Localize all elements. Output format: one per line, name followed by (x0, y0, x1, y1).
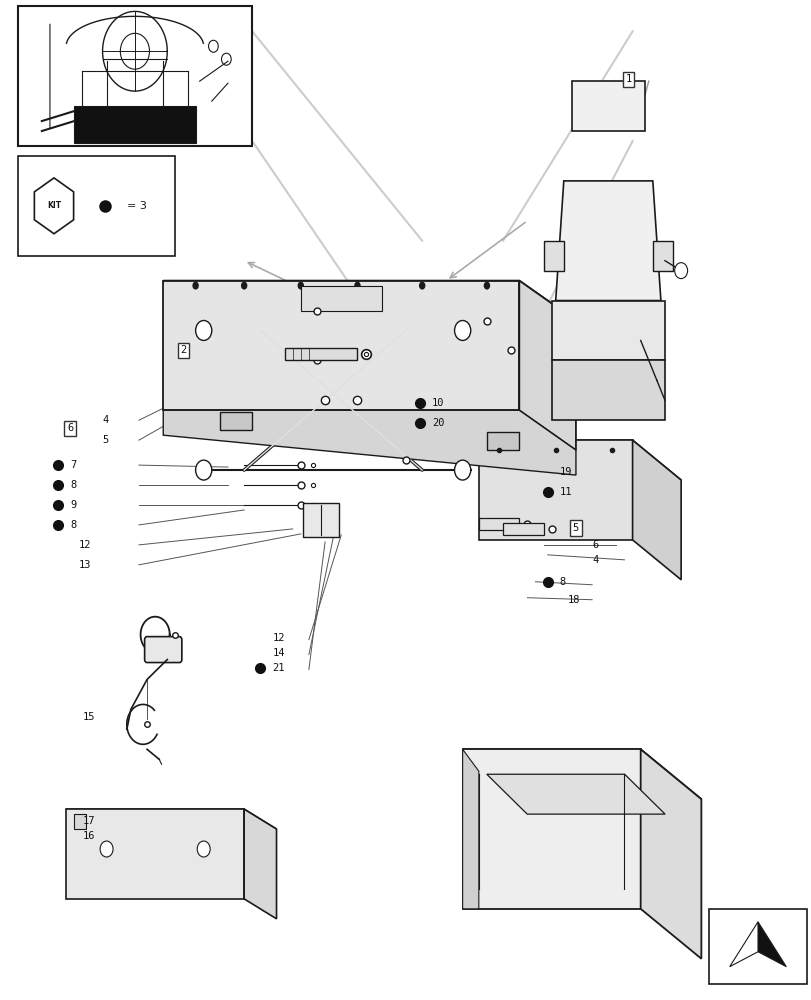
Text: 12: 12 (272, 633, 285, 643)
Text: 8: 8 (559, 577, 565, 587)
Circle shape (418, 282, 425, 290)
Circle shape (454, 460, 470, 480)
Text: 14: 14 (272, 648, 285, 658)
Text: 13: 13 (78, 560, 91, 570)
Circle shape (192, 282, 199, 290)
Circle shape (354, 282, 360, 290)
Text: = 3: = 3 (127, 201, 147, 211)
Text: 12: 12 (78, 540, 91, 550)
FancyBboxPatch shape (144, 637, 182, 663)
Polygon shape (34, 178, 74, 234)
Polygon shape (555, 181, 660, 301)
Bar (709, 909, 805, 984)
Circle shape (241, 282, 247, 290)
Bar (503, 523, 543, 535)
Text: 10: 10 (431, 398, 444, 408)
Circle shape (674, 263, 687, 279)
Bar (300, 286, 381, 311)
Polygon shape (163, 410, 575, 475)
Polygon shape (543, 241, 563, 271)
Polygon shape (486, 774, 664, 814)
Polygon shape (757, 922, 785, 967)
Bar (220, 412, 252, 430)
Polygon shape (66, 809, 277, 829)
Polygon shape (163, 281, 519, 410)
Bar (74, 814, 86, 829)
Polygon shape (462, 749, 640, 909)
Polygon shape (163, 281, 575, 321)
Text: 2: 2 (180, 345, 187, 355)
Polygon shape (652, 241, 672, 271)
Text: 7: 7 (70, 460, 76, 470)
Circle shape (100, 841, 113, 857)
Circle shape (195, 320, 212, 340)
Polygon shape (551, 360, 664, 420)
Polygon shape (551, 301, 664, 360)
Text: 1: 1 (624, 74, 631, 84)
Circle shape (483, 282, 490, 290)
Text: 6: 6 (591, 540, 598, 550)
Text: 20: 20 (431, 418, 444, 428)
Text: 19: 19 (559, 467, 572, 477)
Polygon shape (519, 281, 575, 450)
Text: 4: 4 (591, 555, 598, 565)
Text: 21: 21 (272, 663, 285, 673)
Polygon shape (74, 106, 195, 143)
Text: 6: 6 (67, 423, 73, 433)
Text: 5: 5 (572, 523, 578, 533)
Circle shape (197, 841, 210, 857)
Circle shape (297, 282, 303, 290)
Polygon shape (478, 440, 632, 540)
Bar (478, 518, 519, 530)
Text: KIT: KIT (47, 201, 61, 210)
Bar (18, 6, 252, 146)
Text: 15: 15 (82, 712, 95, 722)
Text: 9: 9 (70, 500, 76, 510)
Text: 8: 8 (70, 480, 76, 490)
Bar (487, 432, 519, 450)
Polygon shape (244, 809, 277, 919)
Text: 18: 18 (567, 595, 580, 605)
Polygon shape (571, 81, 644, 131)
Polygon shape (729, 922, 757, 967)
Text: 4: 4 (102, 415, 109, 425)
Bar (18, 156, 175, 256)
Polygon shape (66, 809, 244, 899)
Circle shape (195, 460, 212, 480)
Text: 16: 16 (82, 831, 95, 841)
Polygon shape (478, 440, 680, 480)
Polygon shape (462, 749, 478, 909)
Text: 17: 17 (82, 816, 95, 826)
Circle shape (454, 320, 470, 340)
Bar (285, 348, 357, 360)
Text: 11: 11 (559, 487, 572, 497)
Text: 8: 8 (70, 520, 76, 530)
Polygon shape (640, 749, 701, 959)
Text: 5: 5 (102, 435, 109, 445)
Polygon shape (632, 440, 680, 580)
FancyBboxPatch shape (303, 503, 338, 537)
